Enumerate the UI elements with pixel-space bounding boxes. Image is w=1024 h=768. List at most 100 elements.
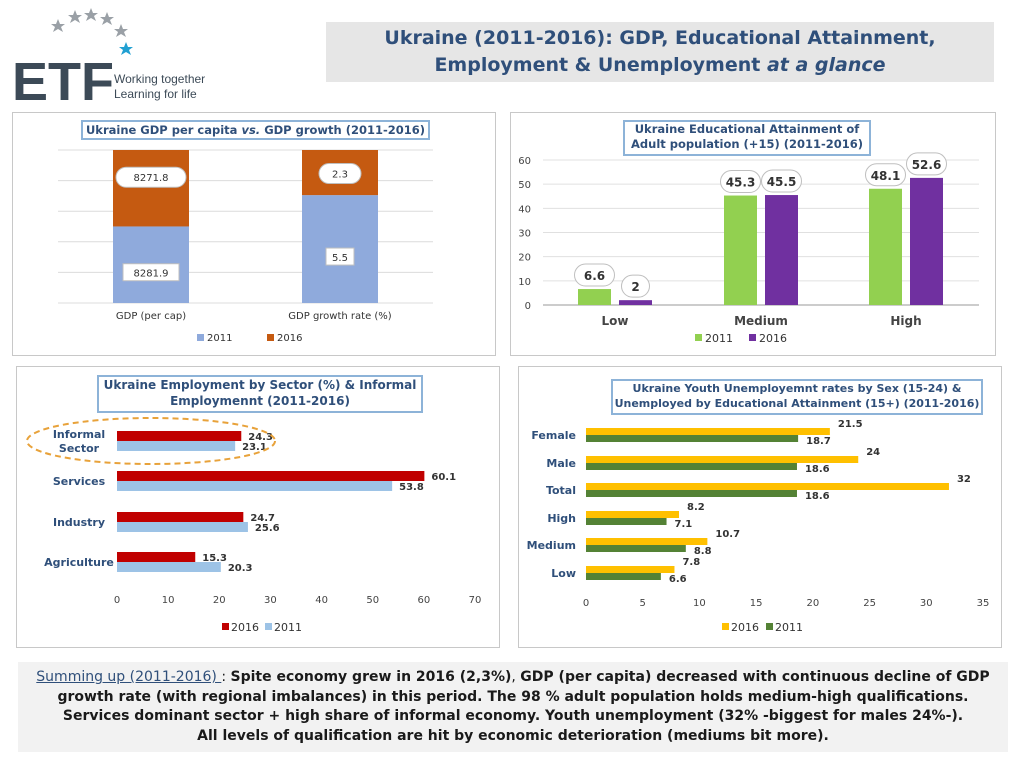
edu-legend-label-2011: 2011 <box>705 332 733 345</box>
edu-chart-panel: 0 10 20 30 40 50 60 6.6 2 Low 45.3 45.5 Medium 48.1 52… <box>510 112 996 356</box>
emp-data-label: 53.8 <box>399 482 424 493</box>
edu-chart-title: Ukraine Educational Attainment of Adult … <box>623 120 871 156</box>
emp-xtick-label: 10 <box>162 595 175 606</box>
gdp-data-label-2011: 8281.9 <box>134 269 169 280</box>
page-title: Ukraine (2011-2016): GDP, Educational At… <box>326 22 994 82</box>
edu-bar-2011 <box>724 195 757 305</box>
gdp-chart-title-part1: Ukraine GDP per capita <box>85 123 242 137</box>
youth-xtick-label: 15 <box>750 598 763 609</box>
youth-legend-label-2011: 2011 <box>775 621 803 634</box>
youth-data-label: 7.1 <box>675 519 693 530</box>
youth-xtick-label: 20 <box>806 598 819 609</box>
youth-bar-2016 <box>586 538 708 545</box>
youth-category-label: High <box>547 512 576 525</box>
emp-xtick-label: 40 <box>315 595 328 606</box>
gdp-chart-title-vs: vs. <box>241 123 261 137</box>
emp-bar-2016 <box>117 512 244 522</box>
edu-ytick-label: 20 <box>518 253 531 264</box>
emp-legend-label-2011: 2011 <box>274 621 302 634</box>
summary-line-4: All levels of qualification are hit by e… <box>197 727 829 744</box>
emp-bar-2011 <box>117 562 221 572</box>
emp-legend-label-2016: 2016 <box>231 621 259 634</box>
emp-data-label: 60.1 <box>431 472 456 483</box>
youth-chart-title-line-1: Ukraine Youth Unemployemnt rates by Sex … <box>632 382 962 395</box>
emp-category-label: Agriculture <box>44 556 114 569</box>
informal-sector-highlight-ellipse <box>26 417 276 465</box>
edu-chart: 0 10 20 30 40 50 60 6.6 2 Low 45.3 45.5 Medium 48.1 52… <box>518 152 979 345</box>
edu-ytick-label: 60 <box>518 156 531 167</box>
youth-bar-2016 <box>586 428 830 435</box>
emp-data-label: 25.6 <box>255 523 280 534</box>
gdp-category-label: GDP growth rate (%) <box>288 311 392 322</box>
youth-xtick-label: 0 <box>583 598 589 609</box>
emp-category-label: Informal <box>53 428 105 441</box>
gdp-data-label-2011: 5.5 <box>332 253 348 264</box>
page-title-line-2: Employment & Unemployment at a glance <box>434 52 885 79</box>
edu-category-label: High <box>890 314 921 328</box>
youth-bar-2016 <box>586 566 675 573</box>
youth-legend-label-2016: 2016 <box>731 621 759 634</box>
edu-data-label-box <box>621 274 650 298</box>
emp-chart-panel: 0 10 20 30 40 50 60 70 24.3 23.1 Informal Sector 60.… <box>16 366 500 648</box>
emp-bar-2016 <box>117 471 425 481</box>
edu-bar-2016 <box>765 195 798 305</box>
edu-data-label-box <box>865 163 906 187</box>
emp-category-label: Industry <box>53 516 105 529</box>
gdp-legend-label-2016: 2016 <box>277 333 302 344</box>
emp-bar-2016 <box>117 431 242 441</box>
edu-data-label: 45.3 <box>726 176 756 190</box>
edu-data-label: 48.1 <box>871 169 901 183</box>
gdp-data-label-2016: 2.3 <box>332 170 348 181</box>
edu-data-label: 6.6 <box>584 269 605 283</box>
gdp-category-label: GDP (per cap) <box>116 311 186 322</box>
youth-data-label: 8.8 <box>694 546 712 557</box>
emp-xtick-label: 70 <box>469 595 482 606</box>
edu-bar-2011 <box>869 188 902 305</box>
emp-bar-2016 <box>117 552 196 562</box>
gdp-chart: 8281.9 8271.8 GDP (per cap) 5.5 2.3 GDP growt… <box>58 149 433 344</box>
youth-bar-2011 <box>586 518 667 525</box>
youth-data-label: 18.7 <box>806 436 831 447</box>
gdp-data-label-2016: 8271.8 <box>134 173 169 184</box>
edu-bar-2016 <box>910 177 943 305</box>
emp-bar-2011 <box>117 441 236 451</box>
page-title-line-2-plain: Employment & Unemployment <box>434 54 767 76</box>
emp-chart-title-line-1: Ukraine Employment by Sector (%) & Infor… <box>103 378 417 392</box>
logo-tagline-2: Learning for life <box>114 87 197 101</box>
summary-line-1c: GDP (per capita) decreased with continuo… <box>520 669 990 685</box>
emp-xtick-label: 50 <box>366 595 379 606</box>
youth-data-label: 21.5 <box>838 419 863 430</box>
edu-data-label-box <box>574 263 615 287</box>
youth-chart: 0 5 10 15 20 25 30 35 21.5 18.7 Female 24 18.6 Male 32… <box>527 419 990 634</box>
youth-data-label: 24 <box>866 447 880 458</box>
logo-acronym: ETF <box>12 52 114 104</box>
emp-data-label: 24.3 <box>248 432 273 443</box>
summary-line-2: growth rate (with regional imbalances) i… <box>57 688 969 705</box>
gdp-legend-swatch-2016 <box>267 334 274 341</box>
youth-xtick-label: 35 <box>977 598 990 609</box>
emp-bar-2011 <box>117 522 248 532</box>
youth-data-label: 18.6 <box>805 464 830 475</box>
gdp-legend-label-2011: 2011 <box>207 333 232 344</box>
etf-logo: ETF Working together Learning for life <box>10 4 220 112</box>
youth-data-label: 32 <box>957 474 971 485</box>
edu-category-label: Low <box>602 314 629 328</box>
edu-ytick-label: 0 <box>525 301 531 312</box>
youth-bar-2011 <box>586 435 799 442</box>
edu-legend-swatch-2011 <box>695 334 702 341</box>
emp-chart-title: Ukraine Employment by Sector (%) & Infor… <box>97 375 423 413</box>
youth-category-label: Total <box>546 484 576 497</box>
edu-ytick-label: 40 <box>518 204 531 215</box>
edu-data-label-box <box>906 152 947 176</box>
youth-bar-2016 <box>586 511 680 518</box>
emp-data-label: 20.3 <box>228 563 253 574</box>
edu-chart-title-line-2: Adult population (+15) (2011-2016) <box>631 137 863 151</box>
edu-data-label-box <box>761 169 802 193</box>
youth-data-label: 6.6 <box>669 574 687 585</box>
logo-tagline-1: Working together <box>114 72 205 86</box>
summary-line-1: Summing up (2011-2016) : Spite economy g… <box>18 662 1008 688</box>
edu-data-label-box <box>720 170 761 194</box>
summary-line-1b: , <box>511 669 521 685</box>
gdp-data-label-box <box>115 166 187 188</box>
youth-xtick-label: 30 <box>920 598 933 609</box>
